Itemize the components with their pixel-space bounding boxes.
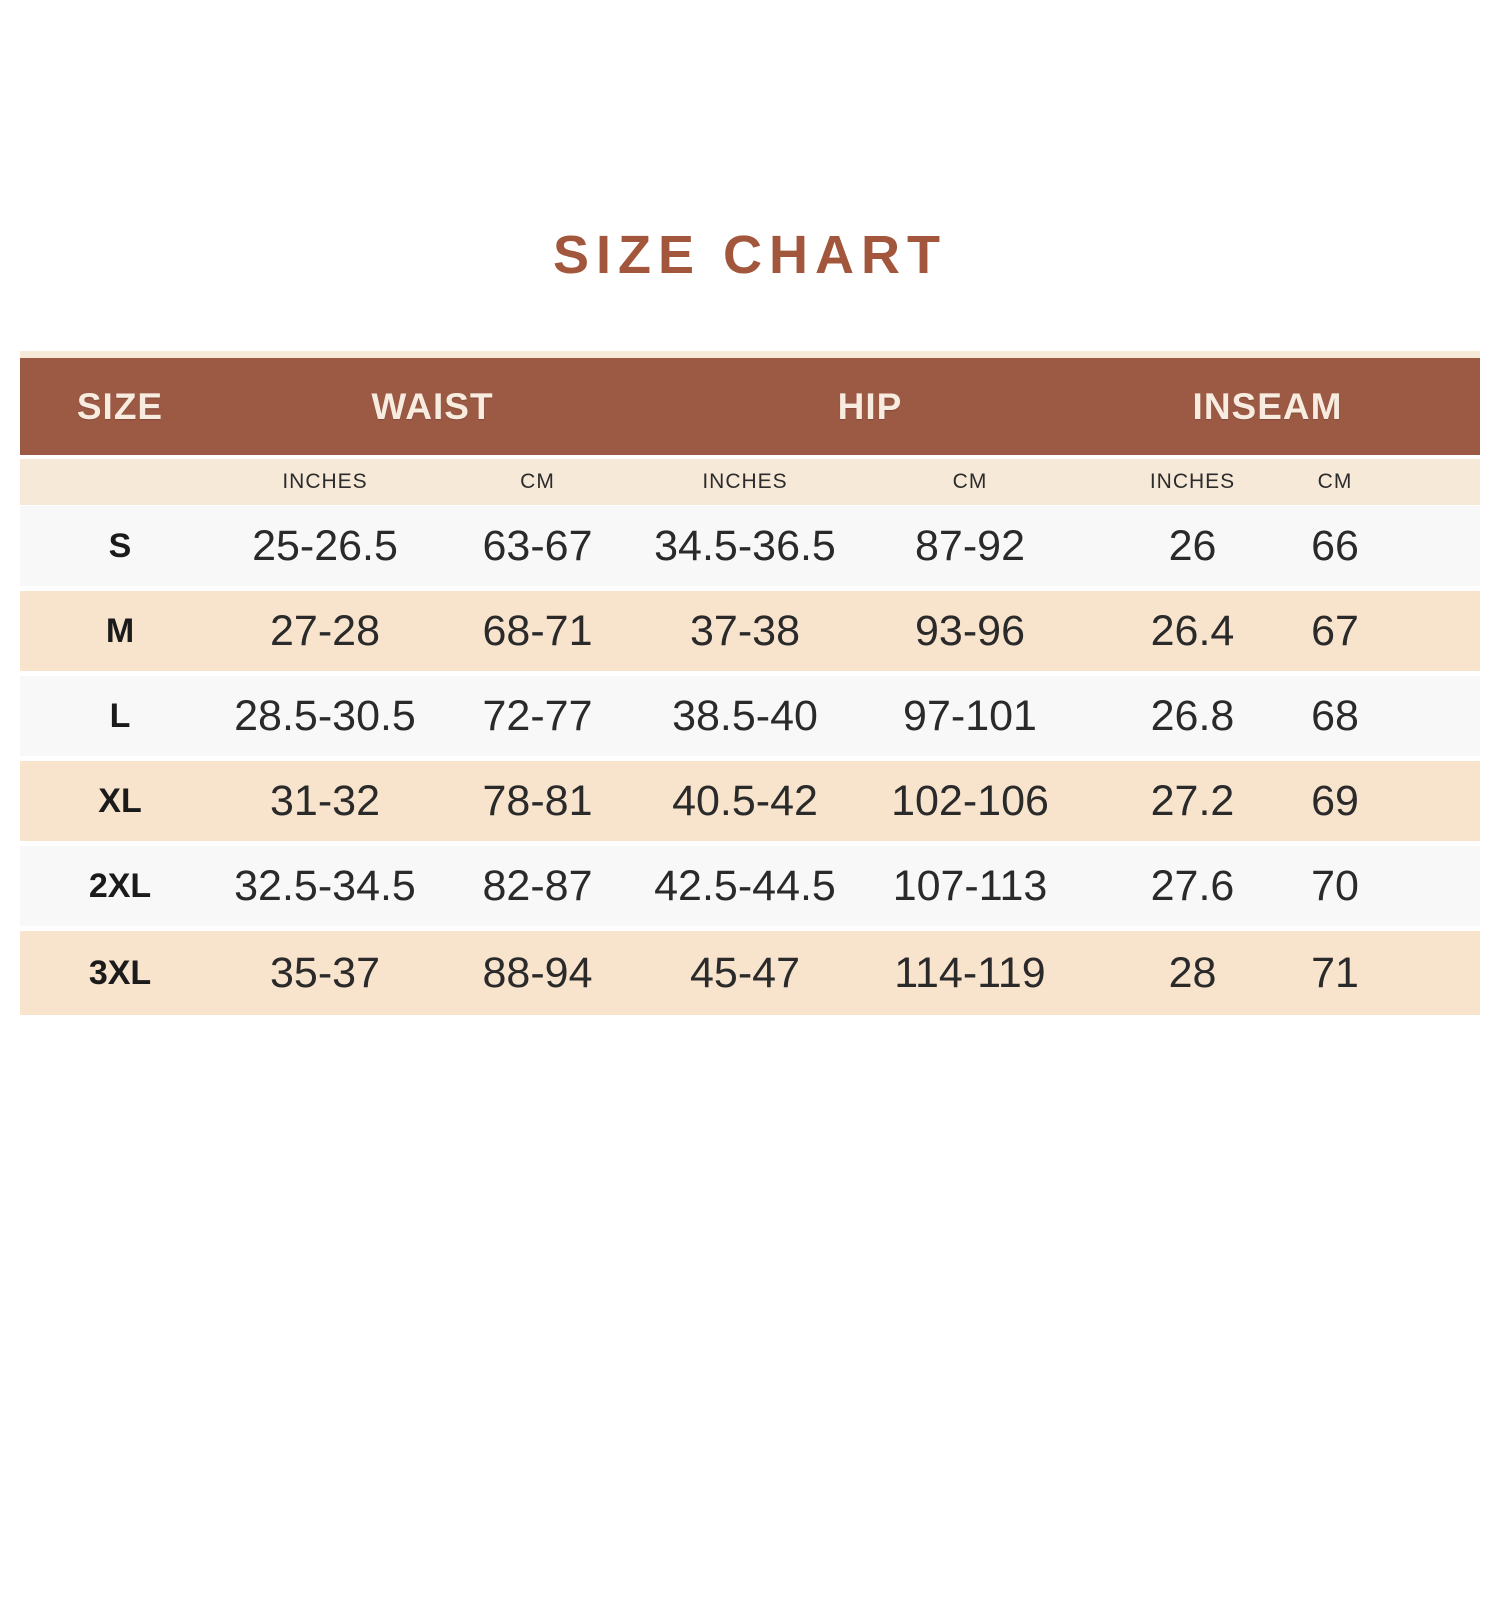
size-cell: M (20, 591, 220, 671)
hip-cm-cell: 87-92 (845, 506, 1095, 586)
inseam-cm-cell: 67 (1290, 591, 1480, 671)
waist-cm-cell: 68-71 (430, 591, 645, 671)
inseam-inches-cell: 27.6 (1095, 846, 1290, 926)
table-row-xl: XL 31-32 78-81 40.5-42 102-106 27.2 69 (20, 761, 1480, 841)
hip-cm-cell: 93-96 (845, 591, 1095, 671)
inseam-inches-cell: 26.4 (1095, 591, 1290, 671)
inseam-cm-cell: 70 (1290, 846, 1480, 926)
waist-inches-cell: 27-28 (220, 591, 430, 671)
table-row-m: M 27-28 68-71 37-38 93-96 26.4 67 (20, 591, 1480, 671)
table-row-2xl: 2XL 32.5-34.5 82-87 42.5-44.5 107-113 27… (20, 846, 1480, 926)
table-top-strip (20, 351, 1480, 358)
subheader-waist-cm: CM (430, 459, 645, 505)
waist-inches-cell: 25-26.5 (220, 506, 430, 586)
hip-inches-cell: 38.5-40 (645, 676, 845, 756)
inseam-inches-cell: 26.8 (1095, 676, 1290, 756)
subheader-hip-cm: CM (845, 459, 1095, 505)
hip-inches-cell: 45-47 (645, 931, 845, 1015)
waist-inches-cell: 28.5-30.5 (220, 676, 430, 756)
inseam-cm-cell: 69 (1290, 761, 1480, 841)
waist-cm-cell: 78-81 (430, 761, 645, 841)
size-cell: S (20, 506, 220, 586)
waist-cm-cell: 63-67 (430, 506, 645, 586)
waist-inches-cell: 32.5-34.5 (220, 846, 430, 926)
inseam-inches-cell: 26 (1095, 506, 1290, 586)
subheader-inseam-inches: INCHES (1095, 459, 1290, 505)
inseam-inches-cell: 28 (1095, 931, 1290, 1015)
hip-inches-cell: 42.5-44.5 (645, 846, 845, 926)
header-waist: WAIST (220, 358, 645, 455)
page-title: SIZE CHART (553, 225, 947, 285)
table-row-3xl: 3XL 35-37 88-94 45-47 114-119 28 71 (20, 931, 1480, 1015)
waist-cm-cell: 82-87 (430, 846, 645, 926)
subheader-waist-inches: INCHES (220, 459, 430, 505)
waist-inches-cell: 35-37 (220, 931, 430, 1015)
inseam-inches-cell: 27.2 (1095, 761, 1290, 841)
waist-inches-cell: 31-32 (220, 761, 430, 841)
hip-cm-cell: 97-101 (845, 676, 1095, 756)
hip-inches-cell: 40.5-42 (645, 761, 845, 841)
table-row-l: L 28.5-30.5 72-77 38.5-40 97-101 26.8 68 (20, 676, 1480, 756)
header-size: SIZE (20, 358, 220, 455)
table-row-s: S 25-26.5 63-67 34.5-36.5 87-92 26 66 (20, 506, 1480, 586)
table-header-row: SIZE WAIST HIP INSEAM (20, 358, 1480, 455)
subheader-hip-inches: INCHES (645, 459, 845, 505)
size-chart-table: SIZE WAIST HIP INSEAM INCHES CM INCHES C… (20, 351, 1480, 1020)
hip-cm-cell: 114-119 (845, 931, 1095, 1015)
subheader-empty (20, 459, 220, 505)
size-cell: XL (20, 761, 220, 841)
size-cell: L (20, 676, 220, 756)
inseam-cm-cell: 66 (1290, 506, 1480, 586)
header-inseam: INSEAM (1095, 358, 1480, 455)
waist-cm-cell: 88-94 (430, 931, 645, 1015)
hip-cm-cell: 107-113 (845, 846, 1095, 926)
inseam-cm-cell: 68 (1290, 676, 1480, 756)
waist-cm-cell: 72-77 (430, 676, 645, 756)
inseam-cm-cell: 71 (1290, 931, 1480, 1015)
table-subheader-row: INCHES CM INCHES CM INCHES CM (20, 459, 1480, 505)
size-cell: 2XL (20, 846, 220, 926)
hip-inches-cell: 34.5-36.5 (645, 506, 845, 586)
hip-inches-cell: 37-38 (645, 591, 845, 671)
header-hip: HIP (645, 358, 1095, 455)
size-cell: 3XL (20, 931, 220, 1015)
hip-cm-cell: 102-106 (845, 761, 1095, 841)
subheader-inseam-cm: CM (1290, 459, 1480, 505)
